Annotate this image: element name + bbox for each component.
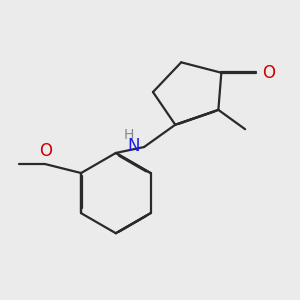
Text: O: O [39, 142, 52, 160]
Text: H: H [123, 128, 134, 142]
Text: N: N [127, 136, 140, 154]
Text: O: O [262, 64, 275, 82]
